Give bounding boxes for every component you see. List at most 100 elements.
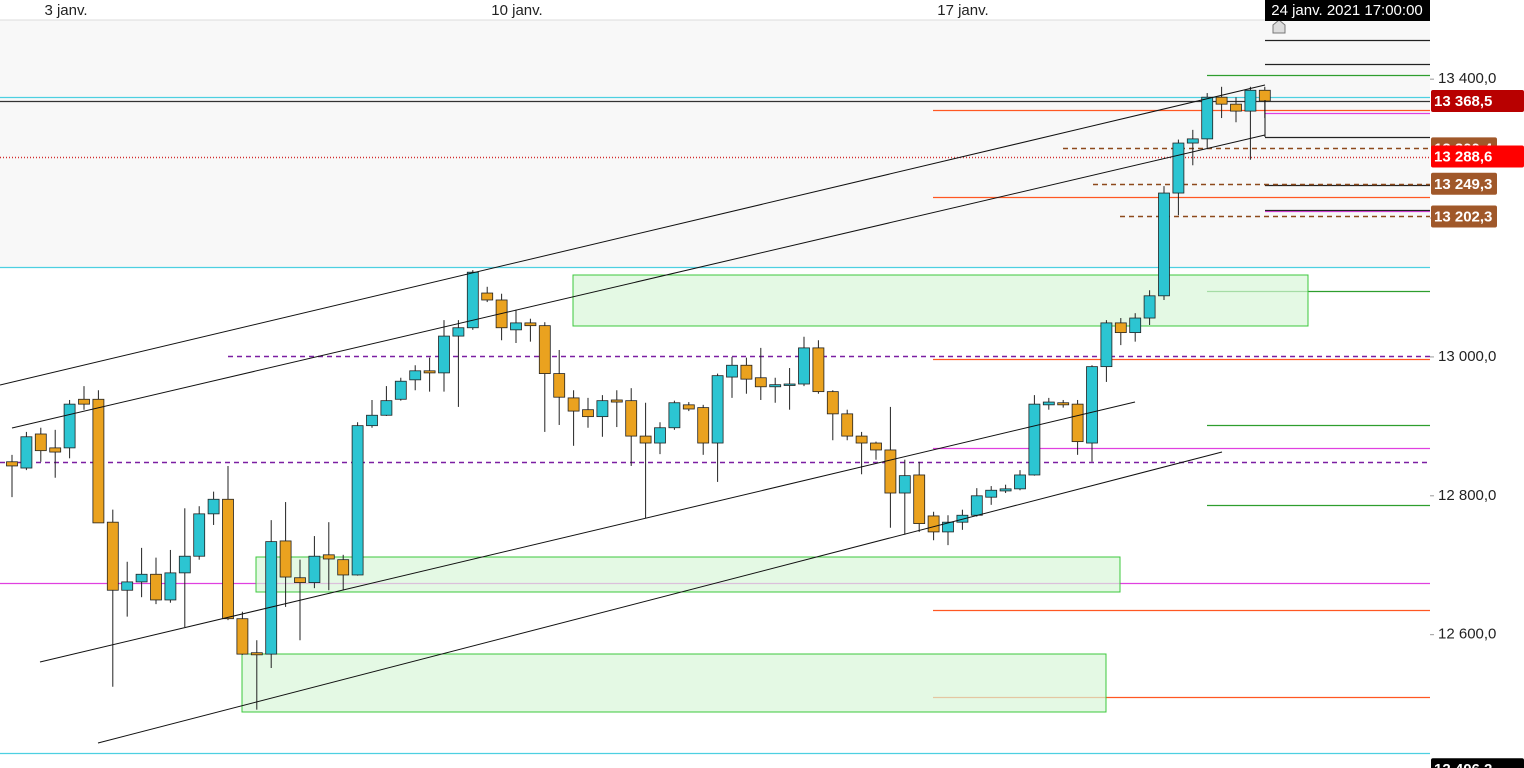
candle-body bbox=[1215, 96, 1228, 105]
candle-body bbox=[510, 322, 522, 331]
candle-body bbox=[337, 559, 350, 576]
candle-body bbox=[754, 377, 767, 388]
candle-body bbox=[236, 618, 249, 655]
candle-body bbox=[322, 554, 335, 560]
candle-body bbox=[870, 442, 882, 451]
candle-body bbox=[970, 495, 983, 516]
price-label-box bbox=[1431, 90, 1524, 113]
y-tick-label: 12 800,0 bbox=[1438, 487, 1496, 504]
candle-body bbox=[207, 498, 220, 515]
candle-body bbox=[553, 373, 566, 398]
candle-body bbox=[1158, 192, 1170, 297]
y-tick-label: 13 400,0 bbox=[1438, 70, 1496, 87]
candle-body bbox=[898, 475, 911, 494]
candle-body bbox=[135, 573, 148, 583]
candle-body bbox=[697, 407, 710, 444]
candles bbox=[6, 86, 1271, 710]
candle-body bbox=[726, 364, 738, 378]
candle-body bbox=[164, 572, 177, 601]
price-label-box bbox=[1431, 758, 1524, 768]
zone bbox=[255, 556, 1121, 593]
price-label-box bbox=[1431, 172, 1497, 195]
candle-body bbox=[178, 555, 191, 574]
price-label-box bbox=[1431, 205, 1497, 228]
candle-body bbox=[481, 292, 494, 301]
candle-body bbox=[610, 399, 623, 403]
channel-line bbox=[97, 451, 1223, 744]
candle-body bbox=[1057, 402, 1070, 406]
candle-body bbox=[78, 398, 90, 405]
candle-body bbox=[294, 577, 306, 583]
candle-body bbox=[1114, 322, 1127, 334]
candle-body bbox=[150, 573, 162, 601]
candle-body bbox=[1186, 138, 1199, 144]
candle-body bbox=[1100, 322, 1113, 368]
channels bbox=[0, 84, 1266, 744]
candle-body bbox=[812, 347, 825, 393]
candle-body bbox=[1258, 89, 1271, 102]
candle-body bbox=[740, 364, 753, 380]
candle-body bbox=[394, 380, 407, 400]
candle-body bbox=[524, 322, 537, 327]
crosshair-label: 24 janv. 2021 17:00:00 bbox=[1271, 2, 1423, 19]
candle-body bbox=[783, 383, 796, 386]
candle-body bbox=[452, 327, 465, 337]
candle-body bbox=[193, 513, 206, 557]
candle-body bbox=[20, 436, 33, 469]
candle-body bbox=[682, 404, 695, 410]
candle-body bbox=[121, 581, 134, 591]
candle-body bbox=[351, 425, 364, 576]
candle-body bbox=[1086, 366, 1098, 444]
price-labels: 13 300,413 202,313 249,313 288,613 368,5… bbox=[1431, 90, 1524, 768]
candle-body bbox=[985, 489, 998, 498]
candle-body bbox=[596, 400, 609, 418]
candle-body bbox=[913, 474, 926, 524]
candle-body bbox=[884, 449, 897, 494]
candle-body bbox=[1172, 142, 1185, 194]
candle-body bbox=[1028, 403, 1041, 476]
candle-body bbox=[409, 370, 422, 381]
candle-body bbox=[222, 498, 234, 620]
candle-body bbox=[841, 413, 854, 437]
candle-body bbox=[438, 335, 450, 374]
candle-body bbox=[106, 521, 119, 591]
price-label: 13 202,3 bbox=[1434, 208, 1492, 225]
candle-body bbox=[49, 447, 62, 453]
y-tick-label: 13 000,0 bbox=[1438, 348, 1496, 365]
candle-body bbox=[1143, 295, 1156, 319]
candle-body bbox=[6, 461, 18, 467]
y-axis: 12 600,012 800,013 000,013 200,013 400,0… bbox=[44, 2, 1496, 643]
candle-body bbox=[711, 375, 724, 444]
candle-body bbox=[1201, 96, 1214, 140]
candle-body bbox=[1071, 403, 1084, 443]
candle-body bbox=[855, 435, 868, 444]
price-label: 12 406,2 bbox=[1434, 761, 1492, 768]
price-label-box bbox=[1431, 145, 1524, 168]
candle-body bbox=[466, 271, 479, 329]
candle-body bbox=[380, 400, 393, 416]
candle-body bbox=[1244, 89, 1257, 112]
price-label: 13 249,3 bbox=[1434, 176, 1492, 193]
candle-body bbox=[1014, 474, 1026, 490]
candle-body bbox=[1042, 401, 1055, 406]
zone bbox=[241, 653, 1107, 713]
channel-line bbox=[0, 84, 1266, 386]
candle-body bbox=[34, 433, 47, 452]
x-tick-label: 10 janv. bbox=[491, 2, 542, 19]
candle-body bbox=[538, 325, 551, 374]
x-tick-label: 3 janv. bbox=[44, 2, 87, 19]
candle-body bbox=[265, 541, 278, 655]
candle-body bbox=[1230, 103, 1242, 112]
candle-body bbox=[308, 555, 321, 583]
candle-body bbox=[423, 370, 436, 374]
candle-body bbox=[63, 403, 76, 449]
candle-body bbox=[942, 521, 954, 533]
candle-body bbox=[366, 414, 378, 427]
zones bbox=[241, 274, 1309, 713]
candle-body bbox=[279, 540, 292, 578]
candle-body bbox=[769, 384, 782, 388]
marker-icon bbox=[1272, 19, 1286, 34]
candle-body bbox=[567, 397, 580, 412]
